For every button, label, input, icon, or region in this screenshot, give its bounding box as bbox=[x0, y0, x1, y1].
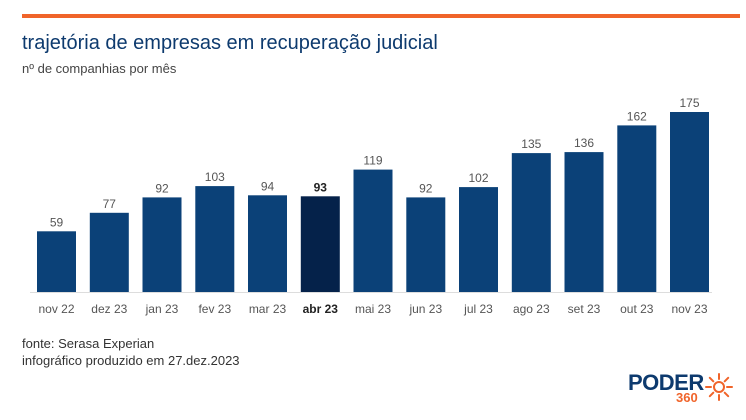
x-tick-label: jun 23 bbox=[408, 302, 442, 316]
data-label: 102 bbox=[468, 171, 488, 185]
bar-mai-23 bbox=[353, 169, 393, 292]
top-accent-bar bbox=[22, 14, 740, 18]
x-tick-label: dez 23 bbox=[91, 302, 127, 316]
bar-jun-23 bbox=[406, 197, 446, 292]
chart-subtitle: nº de companhias por mês bbox=[22, 61, 177, 76]
production-note: infográfico produzido em 27.dez.2023 bbox=[22, 353, 240, 368]
source-note: fonte: Serasa Experian bbox=[22, 336, 155, 351]
data-label: 175 bbox=[679, 96, 699, 110]
bar-jan-23 bbox=[142, 197, 182, 292]
data-label: 92 bbox=[419, 181, 433, 195]
bar-set-23 bbox=[564, 152, 604, 292]
sun-icon bbox=[705, 373, 733, 401]
x-tick-label: jul 23 bbox=[463, 302, 493, 316]
x-tick-label: nov 22 bbox=[38, 302, 74, 316]
logo-number: 360 bbox=[676, 390, 698, 405]
bar-dez-23 bbox=[89, 212, 129, 292]
data-label: 93 bbox=[314, 180, 328, 194]
poder360-logo: PODER 360 bbox=[628, 370, 736, 410]
bar-out-23 bbox=[617, 125, 657, 293]
x-tick-label: mai 23 bbox=[355, 302, 391, 316]
x-tick-label: abr 23 bbox=[303, 302, 339, 316]
chart-title: trajetória de empresas em recuperação ju… bbox=[22, 32, 438, 54]
x-tick-label: out 23 bbox=[620, 302, 654, 316]
x-tick-label: fev 23 bbox=[198, 302, 231, 316]
data-label: 94 bbox=[261, 179, 275, 193]
x-tick-label: mar 23 bbox=[249, 302, 287, 316]
x-tick-label: set 23 bbox=[568, 302, 601, 316]
bar-nov-23 bbox=[670, 112, 709, 292]
data-label: 119 bbox=[363, 154, 382, 168]
x-tick-label: nov 23 bbox=[671, 302, 707, 316]
data-label: 162 bbox=[627, 109, 647, 123]
data-label: 103 bbox=[205, 170, 225, 184]
bar-jul-23 bbox=[459, 187, 498, 292]
bar-ago-23 bbox=[511, 153, 551, 292]
logo-wordmark: PODER bbox=[628, 370, 704, 395]
bar-chart: 59 nov 22 77 dez 23 92 jan 23 103 fev 23 94 mar 2… bbox=[30, 96, 712, 316]
x-tick-label: ago 23 bbox=[513, 302, 550, 316]
x-tick-label: jan 23 bbox=[145, 302, 179, 316]
bar-abr-23 bbox=[300, 196, 340, 292]
bar-nov-22 bbox=[37, 231, 76, 292]
data-label: 77 bbox=[103, 197, 117, 211]
data-label: 59 bbox=[50, 215, 64, 229]
data-label: 92 bbox=[155, 181, 169, 195]
data-label: 135 bbox=[521, 137, 541, 151]
bar-mar-23 bbox=[248, 195, 287, 292]
bar-fev-23 bbox=[195, 186, 235, 292]
data-label: 136 bbox=[574, 136, 594, 150]
